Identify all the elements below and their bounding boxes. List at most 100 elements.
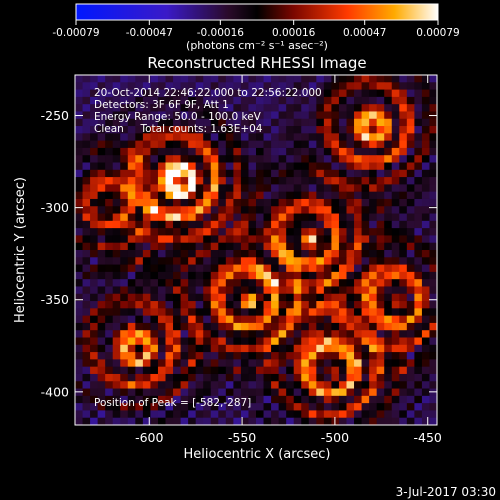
heatmap-cell — [112, 388, 121, 397]
heatmap-cell — [256, 315, 264, 324]
heatmap-cell — [225, 410, 234, 419]
heatmap-cell — [127, 118, 136, 127]
heatmap-cell — [354, 118, 362, 127]
heatmap-cell — [105, 286, 114, 295]
heatmap-cell — [180, 395, 189, 404]
heatmap-cell — [188, 111, 197, 120]
heatmap-cell — [165, 403, 174, 411]
heatmap-cell — [210, 381, 219, 389]
heatmap-cell — [188, 293, 197, 302]
heatmap-cell — [225, 344, 234, 353]
colorbar-tick-label: -0.00016 — [197, 27, 245, 39]
heatmap-cell — [90, 264, 99, 273]
heatmap-cell — [429, 104, 438, 112]
heatmap-cell — [150, 191, 159, 200]
heatmap-cell — [97, 147, 106, 156]
heatmap-cell — [210, 140, 219, 149]
heatmap-cell — [308, 279, 317, 287]
heatmap-cell — [180, 133, 189, 142]
heatmap-cell — [323, 111, 332, 120]
heatmap-cell — [406, 155, 415, 163]
heatmap-cell — [256, 337, 264, 346]
heatmap-cell — [271, 169, 280, 178]
heatmap-cell — [218, 271, 227, 280]
heatmap-cell — [180, 82, 189, 90]
heatmap-cell — [361, 308, 370, 317]
heatmap-cell — [286, 308, 295, 317]
heatmap-cell — [203, 279, 212, 287]
heatmap-cell — [263, 344, 272, 353]
heatmap-cell — [142, 417, 151, 426]
heatmap-cell — [105, 308, 114, 317]
heatmap-cell — [429, 308, 438, 317]
heatmap-cell — [429, 388, 438, 397]
heatmap-cell — [135, 177, 144, 185]
heatmap-cell — [331, 366, 340, 375]
heatmap-cell — [301, 403, 310, 411]
heatmap-cell — [90, 82, 99, 90]
heatmap-cell — [384, 184, 393, 193]
heatmap-cell — [338, 279, 347, 287]
heatmap-cell — [308, 381, 317, 389]
heatmap-cell — [112, 169, 121, 178]
heatmap-cell — [150, 177, 159, 185]
heatmap-cell — [286, 213, 295, 222]
heatmap-cell — [421, 308, 430, 317]
heatmap-cell — [361, 147, 370, 156]
heatmap-cell — [240, 140, 249, 149]
heatmap-cell — [256, 359, 264, 368]
heatmap-cell — [376, 264, 385, 273]
heatmap-cell — [376, 271, 385, 280]
heatmap-cell — [301, 301, 310, 309]
heatmap-cell — [271, 111, 280, 120]
heatmap-cell — [112, 403, 121, 411]
heatmap-cell — [127, 184, 136, 193]
heatmap-cell — [308, 337, 317, 346]
heatmap-cell — [293, 271, 302, 280]
heatmap-cell — [218, 235, 227, 244]
heatmap-cell — [75, 293, 83, 302]
heatmap-cell — [429, 126, 438, 134]
heatmap-cell — [301, 388, 310, 397]
heatmap-cell — [210, 403, 219, 411]
heatmap-cell — [97, 410, 106, 419]
heatmap-cell — [399, 337, 408, 346]
heatmap-cell — [323, 133, 332, 142]
heatmap-cell — [233, 140, 242, 149]
heatmap-cell — [338, 322, 347, 331]
heatmap-cell — [384, 89, 393, 98]
heatmap-cell — [150, 403, 159, 411]
heatmap-cell — [203, 337, 212, 346]
heatmap-cell — [323, 250, 332, 258]
heatmap-cell — [210, 191, 219, 200]
heatmap-cell — [120, 403, 129, 411]
heatmap-cell — [90, 235, 99, 244]
heatmap-cell — [421, 337, 430, 346]
heatmap-cell — [421, 118, 430, 127]
heatmap-cell — [263, 118, 272, 127]
heatmap-cell — [75, 147, 83, 156]
heatmap-cell — [112, 395, 121, 404]
heatmap-cell — [361, 403, 370, 411]
heatmap-cell — [278, 417, 287, 426]
heatmap-cell — [354, 373, 362, 382]
heatmap-cell — [157, 96, 166, 105]
heatmap-cell — [406, 126, 415, 134]
heatmap-cell — [120, 330, 129, 338]
heatmap-cell — [75, 206, 83, 214]
heatmap-cell — [286, 330, 295, 338]
heatmap-cell — [271, 352, 280, 360]
heatmap-cell — [82, 359, 91, 368]
heatmap-cell — [331, 388, 340, 397]
heatmap-cell — [248, 162, 257, 171]
heatmap-cell — [308, 373, 317, 382]
heatmap-cell — [354, 89, 362, 98]
heatmap-cell — [195, 388, 204, 397]
heatmap-cell — [323, 96, 332, 105]
heatmap-cell — [323, 308, 332, 317]
heatmap-cell — [195, 315, 204, 324]
heatmap-cell — [414, 118, 423, 127]
heatmap-cell — [82, 322, 91, 331]
heatmap-cell — [369, 417, 378, 426]
heatmap-cell — [210, 220, 219, 229]
